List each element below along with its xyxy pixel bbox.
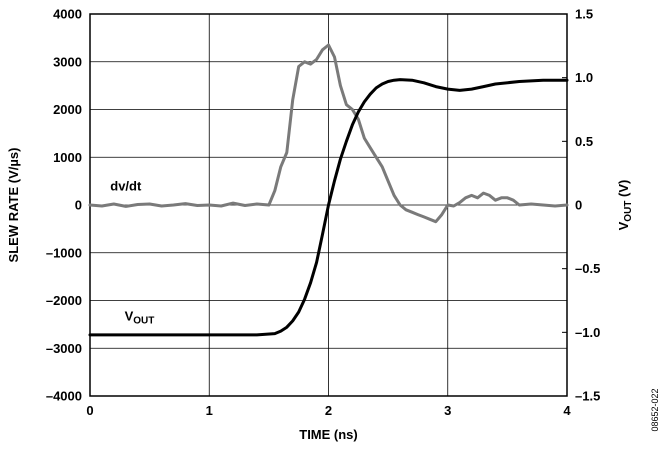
left-tick-label: –3000 [46,341,82,356]
x-axis-label: TIME (ns) [299,427,358,442]
left-tick-label: 4000 [53,7,82,22]
left-tick-label: 1000 [53,150,82,165]
right-axis-label-unit: (V) [616,180,631,201]
x-tick-label: 4 [563,403,571,418]
right-axis-label-main: V [616,221,631,230]
right-axis-label-subscript: OUT [623,201,634,222]
vout-series-line [88,78,569,337]
left-tick-label: 3000 [53,54,82,69]
left-tick-label: 2000 [53,102,82,117]
x-axis-ticks: 0 1 2 3 4 [86,403,571,418]
left-tick-label: 0 [75,198,82,213]
vout-series-label: VOUT [125,309,155,327]
right-tick-label: 0.5 [575,134,593,149]
right-tick-label: –1.0 [575,325,600,340]
left-tick-label: –4000 [46,389,82,404]
left-tick-label: –1000 [46,245,82,260]
dvdt-series-line [88,43,569,224]
right-tick-label: –1.5 [575,389,600,404]
x-tick-label: 3 [444,403,451,418]
right-tick-label: 0 [575,198,582,213]
vout-label-subscript: OUT [133,316,154,327]
x-tick-label: 0 [86,403,93,418]
series-layer [88,43,569,337]
left-tick-label: –2000 [46,293,82,308]
right-axis-label: VOUT (V) [616,180,634,231]
x-tick-label: 1 [206,403,213,418]
left-axis-label: SLEW RATE (V/µs) [6,148,21,263]
x-tick-label: 2 [325,403,332,418]
vout-label-main: V [125,309,134,324]
right-axis-ticks: –1.5 –1.0 –0.5 0 0.5 1.0 1.5 [562,7,600,404]
right-tick-label: –0.5 [575,261,600,276]
right-tick-label: 1.5 [575,7,593,22]
figure-id: 08652-022 [650,388,660,431]
dvdt-series-label: dv/dt [110,179,142,194]
left-axis-ticks: –4000 –3000 –2000 –1000 0 1000 2000 3000 4000 [46,7,82,404]
right-tick-label: 1.0 [575,70,593,85]
